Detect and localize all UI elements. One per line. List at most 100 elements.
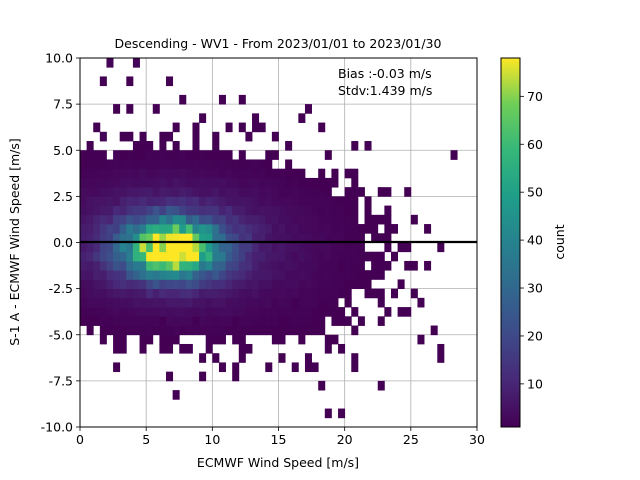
heatmap-bin [212,196,220,206]
heatmap-bin [192,224,200,234]
heatmap-bin [225,270,233,280]
heatmap-bin [357,224,365,234]
heatmap-bin [291,307,299,317]
heatmap-bin [185,251,193,262]
heatmap-bin [179,242,187,253]
heatmap-bin [80,270,88,280]
heatmap-bin [410,260,418,271]
heatmap-bin [437,353,445,363]
heatmap-bin [338,205,346,216]
heatmap-bin [324,205,332,216]
heatmap-bin [331,297,339,308]
heatmap-bin [291,233,299,243]
heatmap-bin [298,113,306,123]
heatmap-bin [119,316,127,326]
heatmap-bin [324,288,332,299]
heatmap-bin [318,251,326,262]
heatmap-bin [218,187,226,197]
heatmap-bin [86,141,94,151]
heatmap-bin [225,159,233,170]
heatmap-bin [377,297,385,308]
heatmap-bin [93,251,101,262]
heatmap-bin [285,242,293,253]
heatmap-bin [185,260,193,271]
heatmap-bin [139,270,147,280]
heatmap-bin [179,297,187,308]
heatmap-bin [271,260,279,271]
heatmap-bin [351,353,359,363]
heatmap-bin [199,270,207,280]
heatmap-bin [119,279,127,290]
heatmap-bin [80,251,88,262]
heatmap-bin [285,159,293,170]
heatmap-bin [311,316,319,326]
heatmap-bin [338,288,346,299]
heatmap-bin [159,233,167,243]
heatmap-bin [192,131,200,142]
heatmap-bin [252,270,260,280]
heatmap-bin [377,251,385,262]
heatmap-bin [291,288,299,299]
heatmap-bin [232,260,240,271]
heatmap-bin [212,177,220,188]
stdv-annotation: Stdv:1.439 m/s [338,83,432,98]
x-axis-label: ECMWF Wind Speed [m/s] [197,455,359,470]
heatmap-bin [166,214,174,225]
heatmap-bin [192,187,200,197]
heatmap-bin [285,196,293,206]
heatmap-bin [126,104,134,114]
heatmap-bin [166,371,174,382]
heatmap-bin [238,353,246,363]
heatmap-bin [331,224,339,234]
heatmap-bin [205,270,213,280]
heatmap-bin [99,224,107,234]
heatmap-bin [205,196,213,206]
heatmap-bin [304,224,312,234]
heatmap-bin [199,168,207,179]
heatmap-bin [86,260,94,271]
heatmap-bin [179,168,187,179]
heatmap-bin [86,196,94,206]
heatmap-bin [265,214,273,225]
heatmap-bin [199,214,207,225]
heatmap-bin [119,177,127,188]
heatmap-bin [351,168,359,179]
heatmap-bin [232,362,240,373]
heatmap-bin [159,131,167,142]
heatmap-bin [324,187,332,197]
heatmap-bin [139,279,147,290]
heatmap-bin [225,205,233,216]
heatmap-bin [404,242,412,253]
heatmap-bin [179,233,187,243]
heatmap-bin [139,224,147,234]
heatmap-bin [232,159,240,170]
x-axis-ticks: 0 5 10 15 20 25 30 [76,427,485,447]
heatmap-bin [86,288,94,299]
heatmap-bin [252,316,260,326]
heatmap-bin [139,260,147,271]
heatmap-bin [172,159,180,170]
heatmap-bin [377,260,385,271]
heatmap-bin [245,251,253,262]
x-tick-label: 25 [403,432,419,447]
heatmap-bin [166,187,174,197]
heatmap-bin [172,260,180,271]
heatmap-bin [172,214,180,225]
heatmap-bin [185,224,193,234]
heatmap-bin [291,168,299,179]
heatmap-bin [86,224,94,234]
heatmap-bin [139,168,147,179]
heatmap-bin [166,131,174,142]
heatmap-bin [311,297,319,308]
heatmap-bin [172,251,180,262]
heatmap-bin [397,242,405,253]
heatmap-bin [192,297,200,308]
heatmap-bin [172,141,180,151]
heatmap-bin [139,159,147,170]
heatmap-bin [119,270,127,280]
heatmap-bin [146,279,154,290]
heatmap-bin [225,168,233,179]
heatmap-bin [80,196,88,206]
heatmap-bin [139,242,147,253]
